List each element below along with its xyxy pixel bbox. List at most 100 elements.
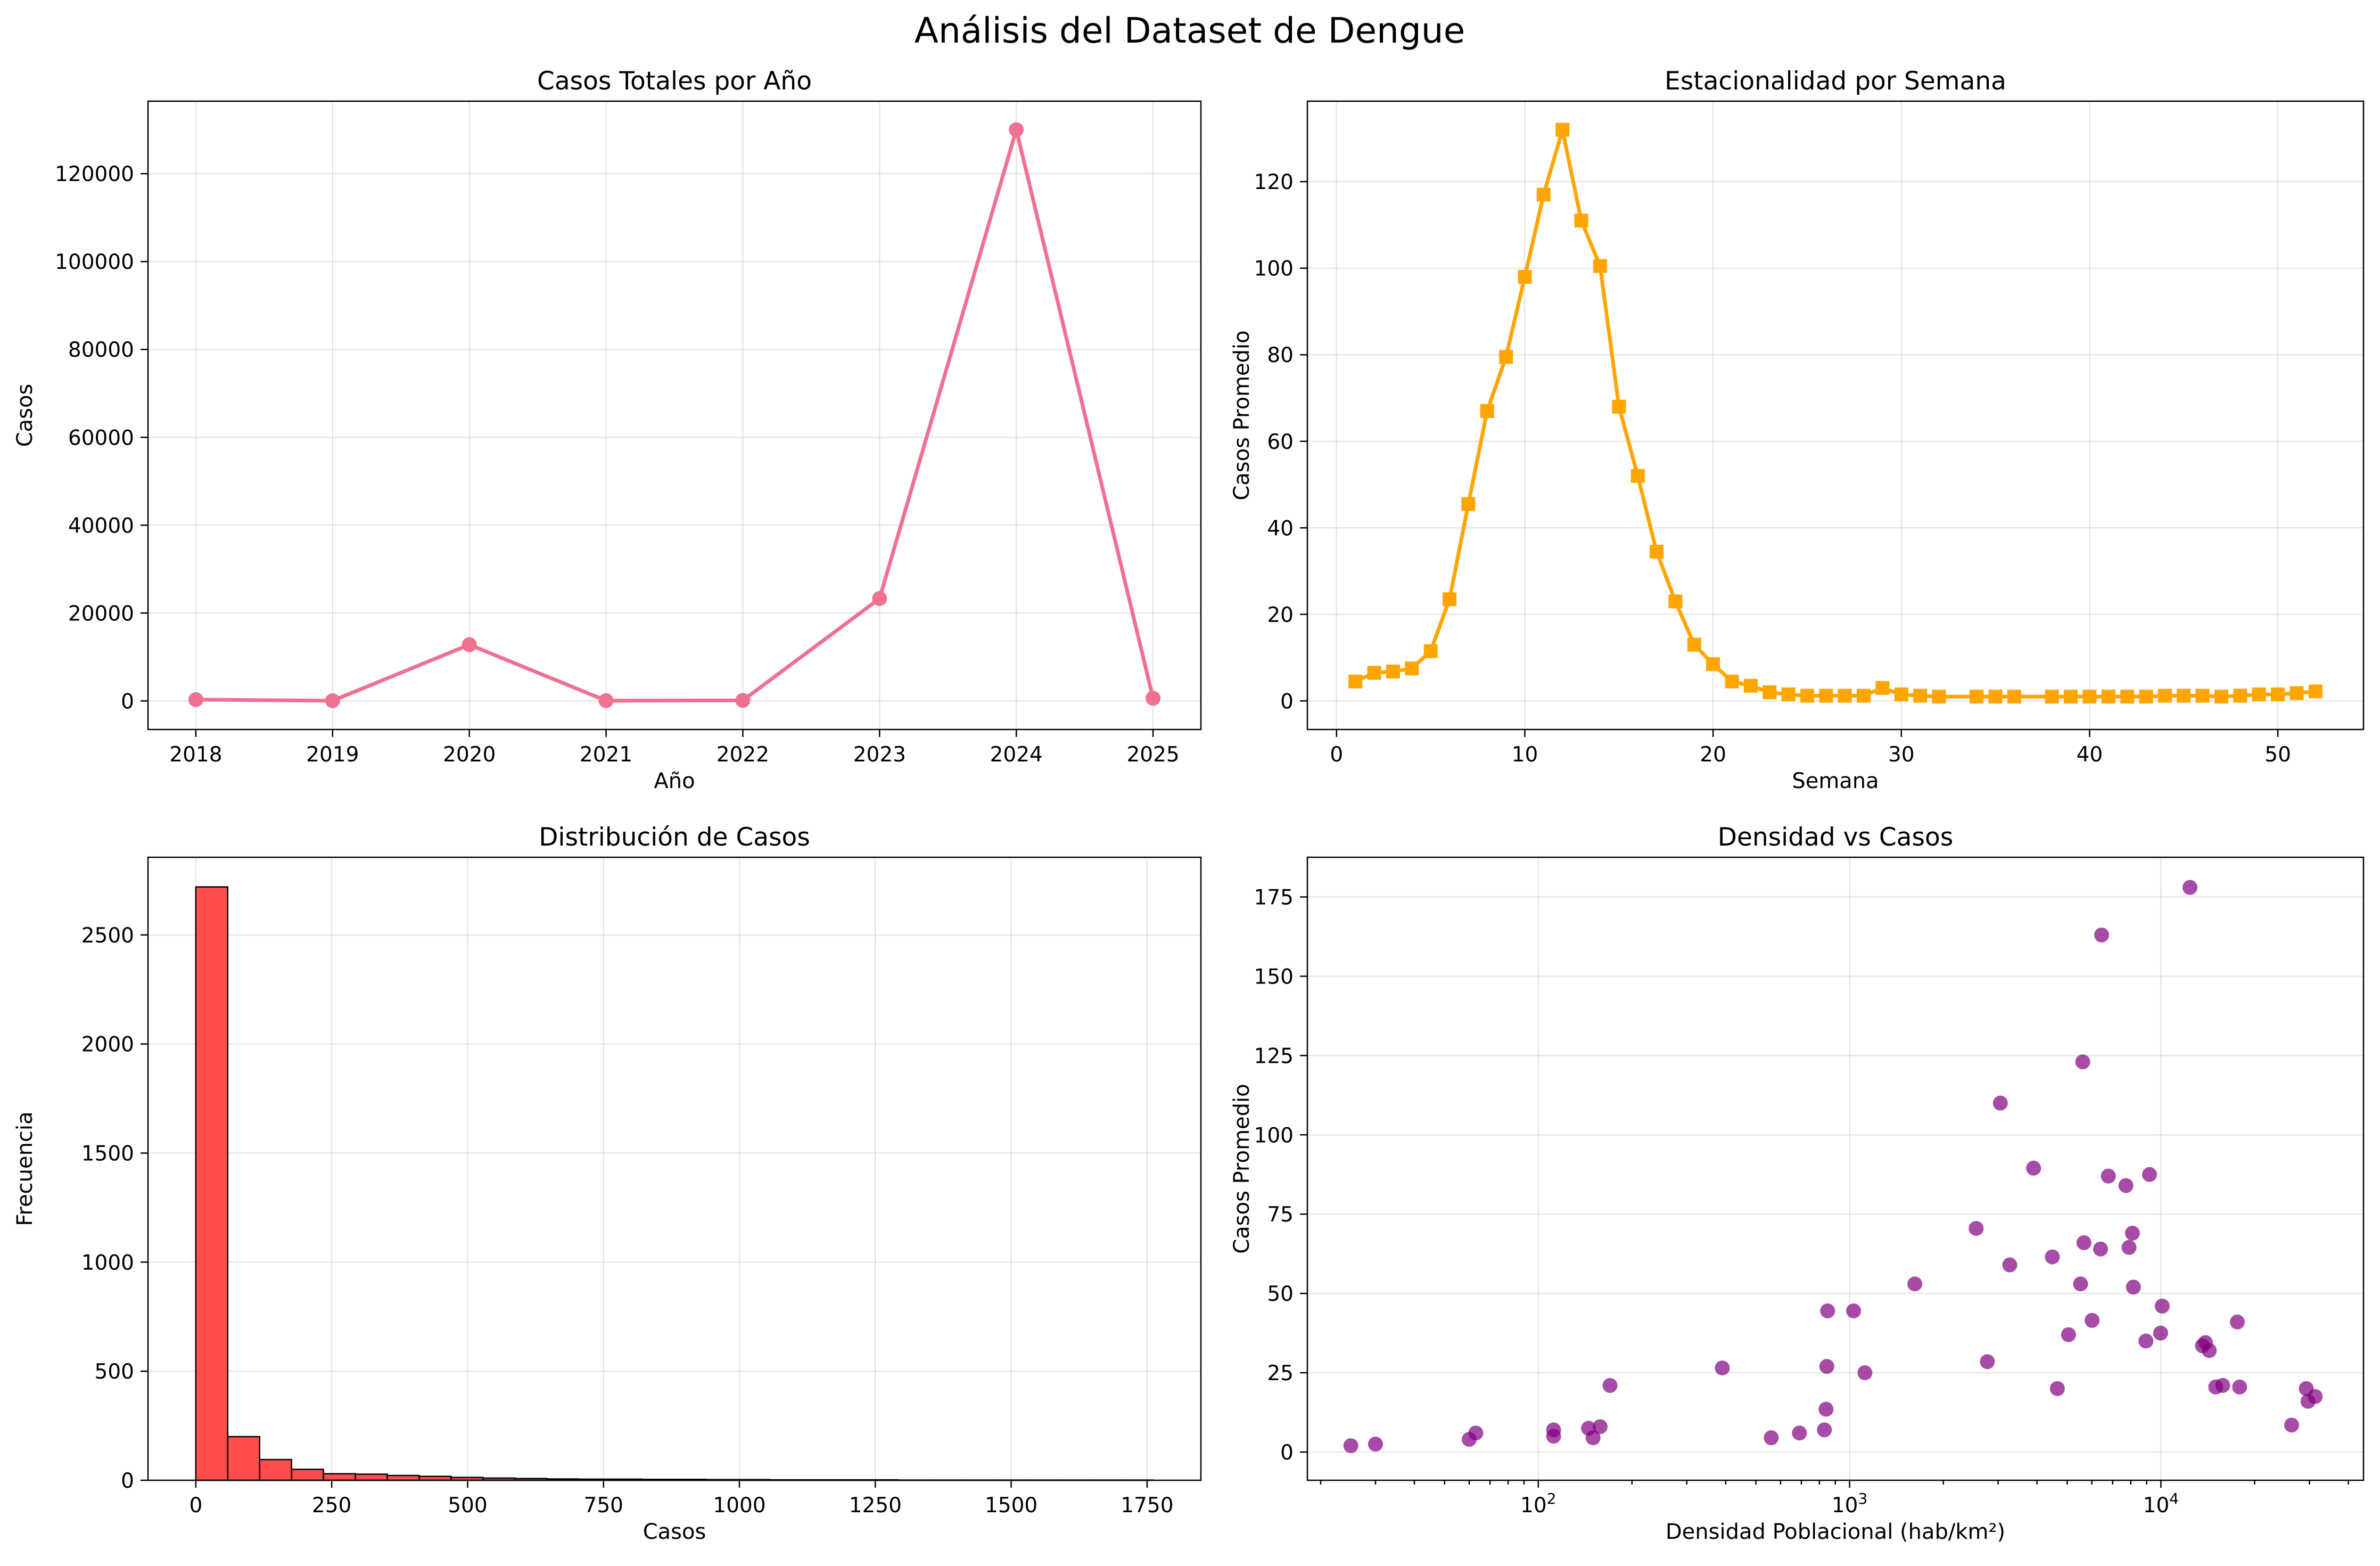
panel-title: Densidad vs Casos bbox=[1718, 823, 1953, 852]
panel-title: Distribución de Casos bbox=[539, 823, 810, 852]
y-tick-label: 125 bbox=[1254, 1044, 1294, 1068]
x-tick-label: 103 bbox=[1832, 1490, 1867, 1518]
data-point-marker bbox=[1593, 259, 1607, 273]
y-tick-label: 40000 bbox=[68, 514, 134, 538]
data-point-marker bbox=[462, 637, 477, 652]
histogram-bar bbox=[355, 1473, 388, 1481]
scatter-point bbox=[1817, 1422, 1832, 1438]
histogram-bar bbox=[195, 886, 229, 1481]
scatter-point bbox=[2183, 880, 2198, 895]
data-point-marker bbox=[2120, 690, 2135, 704]
x-tick-label: 2018 bbox=[169, 743, 222, 767]
scatter-point bbox=[1818, 1401, 1834, 1417]
data-point-marker bbox=[735, 693, 751, 708]
data-point-marker bbox=[1875, 680, 1890, 695]
panel-title: Estacionalidad por Semana bbox=[1665, 67, 2006, 96]
scatter-point bbox=[1992, 1095, 2008, 1111]
data-point-marker bbox=[2139, 690, 2153, 704]
x-tick-label: 20 bbox=[1700, 743, 1726, 767]
y-tick-label: 80 bbox=[1267, 343, 1294, 367]
data-point-marker bbox=[325, 693, 340, 708]
y-tick-label: 1500 bbox=[81, 1142, 134, 1166]
y-tick-label: 500 bbox=[95, 1360, 134, 1384]
scatter-point bbox=[2232, 1379, 2247, 1395]
data-point-marker bbox=[598, 693, 614, 708]
data-point-marker bbox=[2233, 688, 2247, 703]
data-point-marker bbox=[1913, 688, 1928, 703]
y-tick-label: 0 bbox=[1280, 690, 1294, 714]
scatter-point bbox=[1546, 1429, 1561, 1444]
histogram-bar bbox=[323, 1473, 356, 1481]
x-tick-label: 250 bbox=[312, 1494, 351, 1518]
scatter-point bbox=[1820, 1303, 1835, 1318]
x-axis-label: Densidad Poblacional (hab/km²) bbox=[1666, 1520, 2005, 1544]
data-point-marker bbox=[2157, 688, 2172, 703]
data-point-marker bbox=[1480, 404, 1494, 418]
data-point-marker bbox=[1499, 350, 1513, 364]
x-tick-label: 2019 bbox=[306, 743, 359, 767]
scatter-point bbox=[1715, 1360, 1730, 1376]
data-point-marker bbox=[1763, 685, 1777, 700]
x-tick-label: 500 bbox=[448, 1494, 487, 1518]
scatter-point bbox=[1969, 1220, 1984, 1236]
data-point-marker bbox=[1630, 469, 1645, 483]
data-point-marker bbox=[1687, 637, 1701, 652]
data-point-marker bbox=[1970, 690, 1984, 704]
scatter-point bbox=[1592, 1419, 1608, 1434]
series-line bbox=[195, 128, 1155, 703]
panel-weekly-seasonality: 0 10 20 30 40 50 0 20 40 60 80 100 120 Estacionalidad… bbox=[1230, 67, 2365, 793]
data-point-marker bbox=[1405, 661, 1419, 676]
y-tick-label: 80000 bbox=[68, 338, 134, 362]
axes-frame bbox=[147, 856, 1202, 1481]
scatter-point bbox=[1764, 1430, 1779, 1446]
data-point-marker bbox=[1555, 122, 1570, 137]
y-tick-label: 100000 bbox=[55, 250, 134, 274]
x-tick-label: 104 bbox=[2143, 1490, 2179, 1518]
data-point-marker bbox=[1367, 666, 1381, 680]
data-point-marker bbox=[1894, 687, 1908, 702]
y-tick-label: 120000 bbox=[55, 162, 134, 186]
x-tick-label: 1250 bbox=[849, 1494, 902, 1518]
data-point-marker bbox=[2064, 690, 2078, 704]
y-tick-label: 0 bbox=[121, 1469, 134, 1493]
y-axis-label: Casos bbox=[13, 384, 37, 447]
y-tick-label: 2500 bbox=[81, 924, 134, 948]
y-tick-label: 20000 bbox=[68, 602, 134, 626]
data-point-marker bbox=[1819, 688, 1833, 703]
data-point-marker bbox=[2271, 687, 2285, 702]
data-point-marker bbox=[2007, 690, 2021, 704]
x-tick-label: 1000 bbox=[713, 1494, 765, 1518]
histogram-bar bbox=[291, 1469, 324, 1481]
x-tick-label: 0 bbox=[189, 1494, 202, 1518]
panel-density-vs-cases: 102 103 104 0 25 50 75 100 125 150 175 Densidad vs … bbox=[1230, 823, 2365, 1544]
scatter-point bbox=[2308, 1389, 2323, 1404]
scatter-point bbox=[1468, 1425, 1484, 1441]
y-tick-label: 60000 bbox=[68, 426, 134, 450]
y-tick-label: 1000 bbox=[81, 1251, 134, 1275]
x-tick-label: 2024 bbox=[990, 743, 1043, 767]
data-point-marker bbox=[1423, 644, 1438, 658]
data-point-marker bbox=[2045, 690, 2059, 704]
data-point-marker bbox=[2082, 690, 2097, 704]
scatter-point bbox=[2229, 1314, 2245, 1330]
data-point-marker bbox=[1668, 594, 1683, 609]
data-point-marker bbox=[1800, 688, 1814, 703]
scatter-point bbox=[2284, 1417, 2299, 1433]
scatter-point bbox=[2121, 1240, 2137, 1255]
scatter-point bbox=[2049, 1381, 2065, 1396]
scatter-point bbox=[2002, 1257, 2017, 1273]
scatter-point bbox=[2085, 1313, 2100, 1328]
x-tick-label: 2022 bbox=[717, 743, 769, 767]
x-tick-label: 40 bbox=[2077, 743, 2103, 767]
data-point-marker bbox=[2177, 688, 2191, 703]
y-tick-label: 120 bbox=[1254, 170, 1294, 194]
y-tick-label: 0 bbox=[121, 690, 134, 714]
data-point-marker bbox=[1146, 691, 1161, 706]
histogram-bar bbox=[227, 1436, 260, 1481]
scatter-point bbox=[2026, 1160, 2041, 1176]
scatter-point bbox=[2154, 1298, 2170, 1314]
scatter-point bbox=[1980, 1354, 1995, 1370]
data-point-marker bbox=[2290, 686, 2304, 700]
data-point-marker bbox=[1650, 544, 1664, 559]
